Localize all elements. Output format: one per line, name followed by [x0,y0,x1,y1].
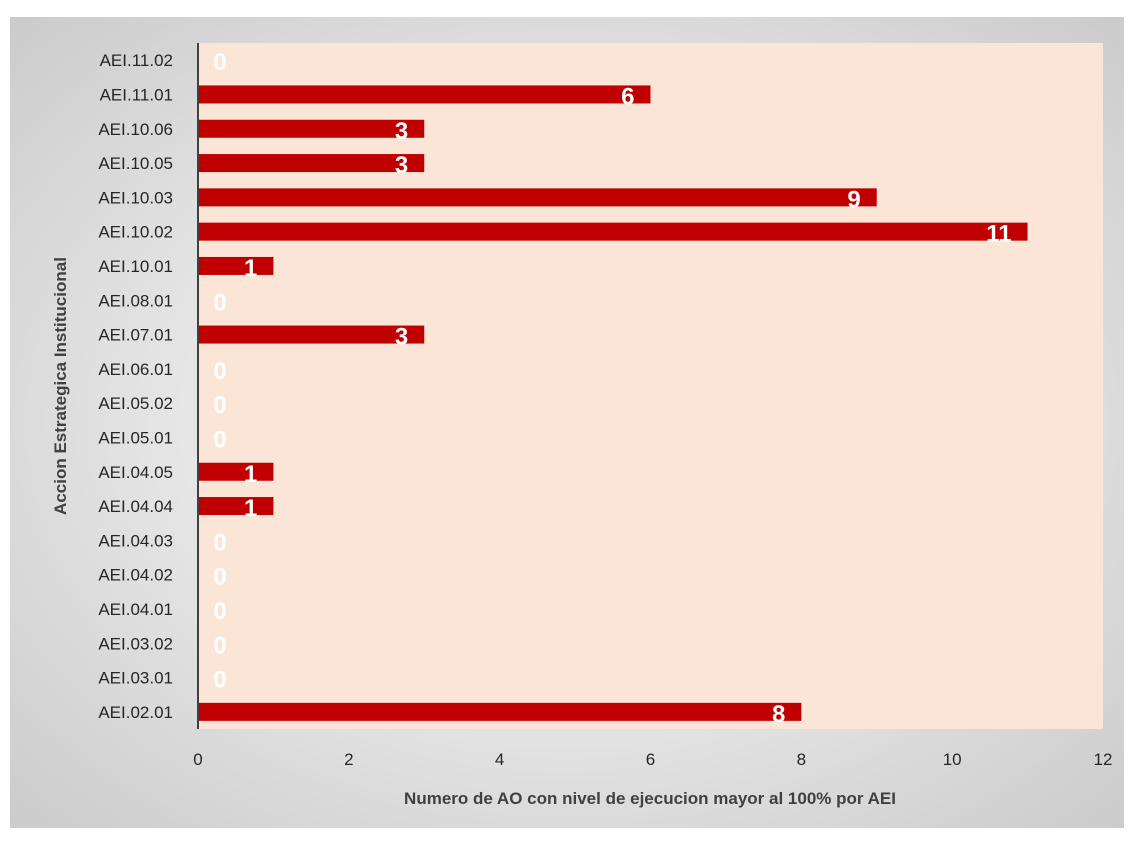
data-label: 0 [213,564,226,591]
data-label: 0 [213,529,226,556]
bar [198,325,425,344]
data-label: 8 [772,701,785,728]
bar [198,497,274,516]
category-label: AEI.10.06 [98,120,173,139]
category-label: AEI.04.02 [98,566,173,585]
data-label: 0 [213,667,226,694]
x-tick-label: 2 [344,750,353,769]
category-label: AEI.02.01 [98,703,173,722]
category-label: AEI.05.01 [98,428,173,447]
data-label: 0 [213,632,226,659]
plot-area [198,43,1103,729]
bars-layer [198,85,1028,721]
data-label: 0 [213,289,226,316]
category-label: AEI.04.04 [98,497,173,516]
x-tick-label: 0 [193,750,202,769]
x-axis-title: Numero de AO con nivel de ejecucion mayo… [404,789,896,808]
category-label: AEI.03.02 [98,634,173,653]
data-label: 1 [244,255,257,282]
category-label: AEI.10.02 [98,223,173,242]
x-tick-label: 10 [943,750,962,769]
x-tick-label: 12 [1094,750,1113,769]
data-label: 3 [395,152,408,179]
bar [198,222,1028,241]
category-label: AEI.11.01 [100,85,173,104]
bar [198,85,651,104]
data-label: 0 [213,358,226,385]
data-label: 3 [395,118,408,145]
bar [198,462,274,481]
category-label: AEI.07.01 [98,326,173,345]
y-axis-title: Accion Estrategica Institucional [51,257,70,515]
category-label: AEI.04.01 [98,600,173,619]
category-labels-layer: AEI.02.01 AEI.03.01 AEI.03.02 AEI.04.01 AEI.… [98,51,173,722]
bar [198,256,274,275]
category-label: AEI.10.05 [98,154,173,173]
category-label: AEI.03.01 [98,669,173,688]
data-label: 0 [213,392,226,419]
category-label: AEI.04.03 [98,531,173,550]
data-label: 0 [213,426,226,453]
data-label: 0 [213,49,226,76]
x-tick-labels-layer: 0 2 4 6 8 10 12 [193,750,1112,769]
data-label: 6 [621,83,634,110]
category-label: AEI.05.02 [98,394,173,413]
data-label: 9 [847,186,860,213]
x-tick-label: 8 [797,750,806,769]
data-label: 11 [986,221,1011,248]
bar [198,702,802,721]
category-label: AEI.08.01 [98,291,173,310]
bar [198,154,425,173]
data-label: 0 [213,598,226,625]
x-tick-label: 6 [646,750,655,769]
data-label: 3 [395,324,408,351]
data-label: 1 [244,461,257,488]
category-label: AEI.06.01 [98,360,173,379]
category-label: AEI.04.05 [98,463,173,482]
x-tick-label: 4 [495,750,504,769]
data-label: 1 [244,495,257,522]
category-label: AEI.10.01 [98,257,173,276]
bar [198,188,877,207]
category-label: AEI.11.02 [100,51,173,70]
bar [198,119,425,138]
category-label: AEI.10.03 [98,188,173,207]
